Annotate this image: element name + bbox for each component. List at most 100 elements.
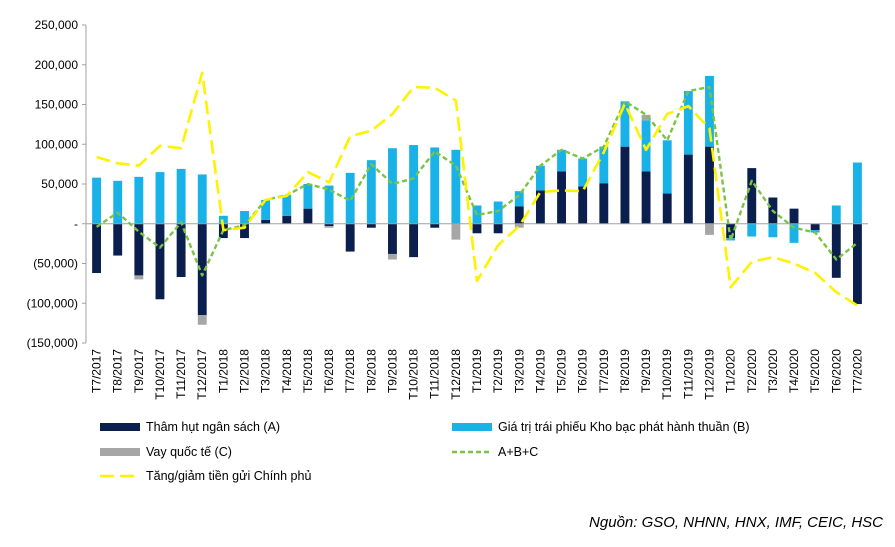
y-tick-label: 150,000	[35, 98, 79, 112]
x-tick-label: T8/2018	[364, 349, 378, 393]
y-tick-label: 100,000	[35, 137, 79, 151]
x-tick-label: T11/2018	[428, 349, 442, 399]
x-axis: T7/2017 T8/2017 T9/2017 T10/2017 T11/2017 T12…	[90, 349, 865, 400]
bar-1-T2/2018	[240, 223, 249, 239]
bar-2-T4/2018	[282, 195, 292, 216]
bar-2-T4/2019	[535, 165, 545, 191]
x-tick-label: T7/2019	[597, 349, 611, 393]
x-tick-label: T3/2019	[512, 349, 526, 393]
legend-swatch-2	[452, 423, 492, 431]
bar-2-T7/2020	[852, 162, 862, 224]
y-tick-label: 200,000	[35, 58, 79, 72]
bar-2-T3/2020	[768, 223, 778, 238]
x-tick-label: T5/2018	[301, 349, 315, 393]
bar-3-T9/2017	[134, 275, 144, 280]
x-tick-label: T6/2018	[322, 349, 336, 393]
x-tick-label: T9/2019	[639, 349, 653, 393]
bar-2-T8/2017	[113, 180, 123, 224]
x-tick-label: T8/2017	[111, 349, 125, 393]
x-tick-label: T11/2019	[681, 349, 695, 399]
x-tick-label: T1/2018	[216, 349, 230, 393]
x-tick-label: T12/2019	[702, 349, 716, 400]
bar-1-T11/2017	[176, 223, 186, 278]
x-tick-label: T12/2018	[449, 349, 463, 400]
legend-label-5: Tăng/giảm tiền gửi Chính phủ	[146, 469, 311, 483]
bar-1-T2/2019	[493, 223, 503, 234]
bar-1-T8/2017	[113, 223, 123, 256]
bar-2-T12/2018	[451, 149, 461, 224]
legend-label-4: A+B+C	[498, 445, 538, 459]
x-tick-label: T4/2019	[533, 349, 547, 393]
bar-1-T7/2018	[345, 223, 355, 252]
bar-2-T12/2019	[705, 75, 714, 147]
bar-2-T8/2018	[366, 160, 376, 224]
bar-1-T6/2018	[324, 223, 334, 227]
y-tick-label: (100,000)	[27, 296, 78, 310]
bar-2-T7/2019	[599, 146, 609, 184]
legend: Thâm hụt ngân sách (A) Giá trị trái phiếu…	[100, 420, 750, 483]
bar-1-T10/2018	[409, 223, 419, 258]
bar-2-T9/2017	[134, 176, 144, 224]
x-tick-label: T2/2019	[491, 349, 505, 393]
bar-2-T4/2020	[789, 223, 799, 243]
source-note: Nguồn: GSO, NHNN, HNX, IMF, CEIC, HSC	[589, 514, 883, 531]
line-series-2	[96, 71, 859, 307]
bar-2-T9/2019	[641, 120, 651, 172]
bar-2-T1/2018	[218, 215, 228, 224]
bar-1-T2/2020	[747, 168, 757, 224]
x-tick-label: T5/2020	[808, 349, 822, 393]
x-tick-label: T10/2017	[153, 349, 167, 400]
bar-1-T10/2017	[155, 223, 165, 300]
x-tick-label: T1/2020	[724, 349, 738, 393]
bar-2-T2/2020	[747, 223, 757, 237]
bar-2-T11/2017	[176, 168, 186, 224]
x-tick-label: T2/2020	[745, 349, 759, 393]
bar-2-T2/2018	[240, 211, 249, 224]
bar-3-T12/2019	[705, 223, 714, 235]
bar-2-T6/2019	[578, 158, 588, 187]
x-tick-label: T3/2018	[259, 349, 273, 393]
bar-1-T5/2019	[557, 171, 566, 224]
bar-1-T6/2019	[578, 186, 588, 224]
bar-3-T3/2019	[514, 223, 524, 228]
bar-1-T1/2019	[472, 223, 482, 234]
bar-1-T7/2019	[599, 183, 609, 224]
x-tick-label: T4/2018	[280, 349, 294, 393]
bar-1-T6/2020	[831, 223, 841, 278]
y-axis: 250,000 200,000 150,000 100,000 50,000 - (50,0…	[27, 18, 87, 350]
x-tick-label: T10/2018	[407, 349, 421, 400]
bar-2-T9/2018	[388, 148, 397, 224]
bar-1-T7/2017	[92, 223, 102, 274]
bar-2-T5/2018	[303, 184, 313, 209]
legend-label-3: Vay quốc tế (C)	[146, 445, 232, 459]
legend-label-2: Giá trị trái phiếu Kho bạc phát hành thu…	[498, 420, 750, 434]
y-tick-label: 250,000	[35, 18, 79, 32]
x-tick-label: T6/2019	[576, 349, 590, 393]
bar-1-T5/2018	[303, 208, 313, 224]
bar-2-T11/2019	[683, 90, 693, 155]
legend-label-1: Thâm hụt ngân sách (A)	[146, 420, 280, 434]
y-tick-label: 50,000	[41, 177, 78, 191]
bar-2-T7/2017	[92, 177, 102, 224]
bar-1-T8/2019	[620, 146, 630, 224]
bar-1-T4/2019	[535, 190, 545, 224]
x-tick-label: T3/2020	[766, 349, 780, 393]
bar-3-T12/2018	[451, 223, 461, 240]
bar-1-T7/2020	[852, 223, 862, 305]
bar-1-T3/2019	[514, 206, 524, 224]
bar-1-T8/2018	[366, 223, 376, 228]
legend-swatch-3	[100, 448, 140, 456]
bar-3-T9/2018	[388, 253, 397, 260]
y-tick-label: -	[74, 217, 78, 231]
x-tick-label: T4/2020	[787, 349, 801, 393]
bar-2-T11/2018	[430, 147, 440, 224]
bar-1-T3/2018	[261, 219, 271, 224]
x-tick-label: T8/2019	[618, 349, 632, 393]
bar-2-T2/2019	[493, 201, 503, 224]
bar-1-T12/2017	[197, 223, 207, 316]
bar-1-T4/2020	[789, 208, 799, 224]
series-lines	[95, 71, 859, 307]
bar-2-T10/2019	[662, 140, 672, 194]
bar-1-T12/2019	[705, 146, 714, 224]
